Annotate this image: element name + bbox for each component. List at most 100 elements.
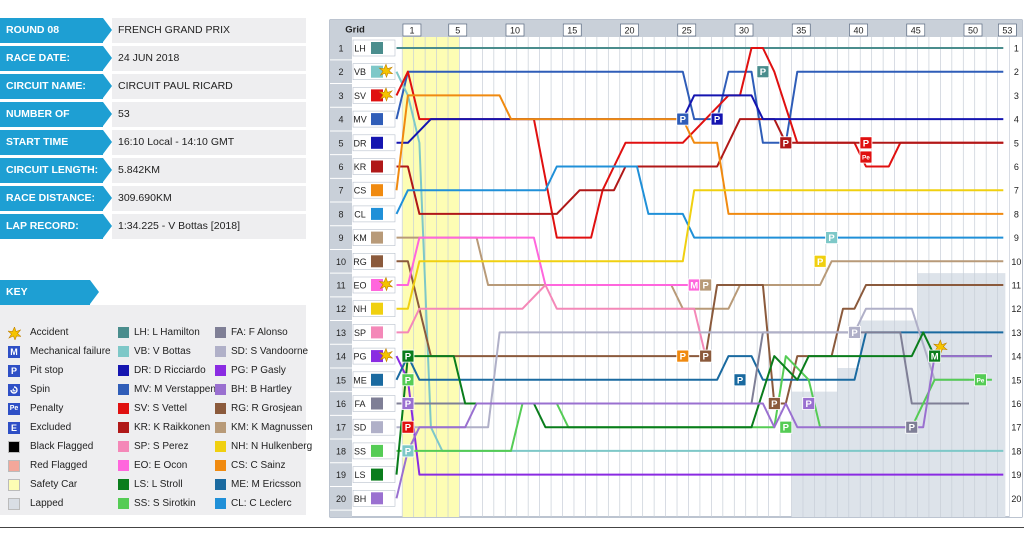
lap-tick-box <box>906 23 926 37</box>
pit-stop-marker <box>756 65 770 79</box>
legend-label: Mechanical failure <box>30 346 111 357</box>
driver-legend-label: RG: R Grosjean <box>231 403 303 414</box>
position-label-left: 4 <box>338 115 343 125</box>
info-row: CIRCUIT LENGTH: 5.842KM <box>0 158 306 183</box>
grid-driver-swatch <box>371 207 383 220</box>
series-line-bh <box>395 355 992 499</box>
event-marker-letter: Pe <box>862 155 870 162</box>
lap-tick-box <box>402 23 422 37</box>
driver-color-swatch <box>215 327 226 338</box>
pit-stop-marker <box>401 420 415 434</box>
penalty-icon: Pe <box>8 403 20 415</box>
lap-tick-label: 10 <box>510 26 520 36</box>
info-row: ROUND 08 FRENCH GRAND PRIX <box>0 18 306 43</box>
event-marker-letter: P <box>760 67 767 78</box>
grid-driver-swatch <box>371 136 383 149</box>
driver-legend-label: PG: P Gasly <box>231 365 286 376</box>
lap-tick-label: 25 <box>682 26 692 36</box>
driver-legend-label: BH: B Hartley <box>231 384 292 395</box>
pit-stop-marker <box>802 397 816 410</box>
info-row: START TIME 16:10 Local - 14:10 GMT <box>0 130 306 155</box>
key-header: KEY <box>0 280 90 305</box>
pit-stop-marker <box>767 397 781 410</box>
pit-stop-marker <box>401 349 415 363</box>
series-line-sp <box>396 284 707 357</box>
event-marker-letter: P <box>909 423 916 434</box>
driver-color-swatch <box>118 441 129 452</box>
event-marker-letter: P <box>828 233 835 244</box>
lap-tick-box <box>562 23 582 37</box>
mechanical-failure-marker <box>928 349 942 363</box>
lap-tick-box <box>734 23 754 37</box>
driver-color-swatch <box>118 346 129 357</box>
accident-marker <box>378 347 394 363</box>
grid-driver-swatch <box>371 492 383 505</box>
position-label-left: 10 <box>336 257 346 267</box>
grid-driver-code: BH <box>354 494 367 504</box>
grid-driver-code: CL <box>354 209 366 219</box>
lap-tick-label: 1 <box>409 26 414 36</box>
right-position-column <box>1009 20 1022 517</box>
event-marker-letter: P <box>817 257 824 268</box>
position-label-left: 17 <box>336 423 346 433</box>
pit-stop-icon: P <box>8 365 20 377</box>
driver-color-swatch <box>118 498 129 509</box>
grid-driver-swatch <box>371 231 383 244</box>
position-label-left: 3 <box>338 91 343 101</box>
driver-legend-label: EO: E Ocon <box>134 460 188 471</box>
event-marker-letter: P <box>783 138 790 149</box>
position-label-right: 18 <box>1011 446 1021 456</box>
grid-driver-swatch <box>371 42 383 54</box>
pit-stop-marker <box>699 278 713 292</box>
event-marker-letter: P <box>405 446 412 457</box>
event-marker-letter: P <box>737 375 744 386</box>
event-marker-letter: M <box>690 281 698 292</box>
position-label-left: 7 <box>338 186 343 196</box>
position-label-right: 20 <box>1011 494 1021 504</box>
position-label-left: 5 <box>338 138 343 148</box>
position-label-right: 11 <box>1012 281 1021 291</box>
info-label-arrow <box>103 130 112 154</box>
position-label-right: 2 <box>1014 67 1019 77</box>
grid-driver-code: SP <box>354 328 366 338</box>
info-value: 1:34.225 - V Bottas [2018] <box>112 214 306 239</box>
series-line-cl <box>395 165 1004 239</box>
series-line-cs <box>395 94 1004 215</box>
grid-driver-swatch <box>371 184 383 197</box>
info-label: CIRCUIT LENGTH: <box>0 158 103 183</box>
legend-label: Pit stop <box>30 365 64 376</box>
event-marker-letter: P <box>405 375 412 386</box>
position-label-left: 9 <box>338 233 343 243</box>
position-label-left: 15 <box>336 375 346 385</box>
position-label-right: 5 <box>1014 138 1019 148</box>
key-header-arrow <box>90 280 99 304</box>
position-label-right: 1 <box>1014 44 1019 54</box>
legend-label: Accident <box>30 327 69 338</box>
grid-driver-swatch <box>371 255 383 268</box>
driver-legend-label: SD: S Vandoorne <box>231 346 309 357</box>
position-label-left: 12 <box>336 304 346 314</box>
penalty-marker <box>859 150 873 164</box>
pit-stop-marker <box>859 136 873 150</box>
mechanical-failure-icon: M <box>8 346 20 358</box>
info-label-arrow <box>103 214 112 238</box>
driver-color-swatch <box>215 498 226 509</box>
lap-tick-label: 40 <box>853 26 863 36</box>
driver-color-swatch <box>118 327 129 338</box>
pit-stop-marker <box>905 420 919 434</box>
driver-legend-label: LS: L Stroll <box>134 479 183 490</box>
info-label-arrow <box>103 46 112 70</box>
excluded-icon: E <box>8 422 20 434</box>
driver-color-swatch <box>118 479 129 490</box>
position-label-left: 19 <box>336 470 346 480</box>
pit-stop-marker <box>813 254 827 268</box>
grid-driver-swatch <box>371 113 383 126</box>
info-label: RACE DISTANCE: <box>0 186 103 211</box>
grid-driver-swatch <box>371 65 383 78</box>
grid-driver-code: LH <box>354 44 366 54</box>
driver-legend-label: KR: K Raikkonen <box>134 422 211 433</box>
grid-driver-code: FA <box>354 399 365 409</box>
lap-tick-box <box>620 23 639 37</box>
lap-tick-label: 35 <box>796 26 806 36</box>
